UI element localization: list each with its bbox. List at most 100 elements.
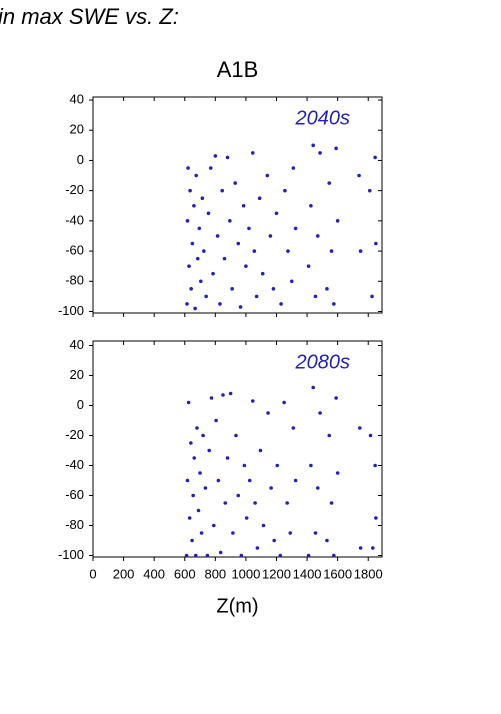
point <box>367 188 372 193</box>
point <box>195 256 200 261</box>
point <box>282 400 286 405</box>
point <box>214 418 218 423</box>
point <box>247 226 251 231</box>
point <box>309 463 313 468</box>
x-tick-label: 1800 <box>354 566 383 581</box>
point <box>325 538 329 543</box>
y-tick-label: -60 <box>65 487 84 502</box>
point <box>236 493 241 498</box>
point <box>185 219 190 223</box>
point <box>293 478 298 483</box>
point <box>230 287 234 291</box>
point <box>242 463 247 468</box>
y-tick-label: 0 <box>77 152 84 167</box>
point <box>311 385 315 390</box>
point <box>335 219 340 223</box>
point <box>334 396 338 400</box>
point <box>311 143 315 148</box>
point <box>250 399 255 403</box>
x-tick-label: 400 <box>143 566 165 581</box>
point <box>221 393 225 397</box>
point <box>211 271 215 276</box>
point <box>289 279 294 284</box>
point <box>192 203 196 208</box>
page-title: in max SWE vs. Z: <box>0 4 179 29</box>
x-axis-label: Z(m) <box>216 595 258 617</box>
point <box>228 391 233 396</box>
point <box>261 523 266 528</box>
point <box>358 249 363 253</box>
point <box>357 173 361 178</box>
point <box>206 211 211 216</box>
point <box>329 249 334 253</box>
point <box>327 433 332 438</box>
point <box>225 456 230 460</box>
point <box>238 305 243 309</box>
x-tick-label: 600 <box>174 566 196 581</box>
point <box>194 173 199 178</box>
point <box>309 203 313 208</box>
point <box>247 478 252 483</box>
point <box>315 486 320 490</box>
y-tick-label: -40 <box>65 457 84 472</box>
y-tick-label: 0 <box>77 397 84 412</box>
point <box>189 441 193 445</box>
point <box>187 264 191 268</box>
y-tick-label: -80 <box>65 273 84 288</box>
point <box>218 302 222 306</box>
point <box>250 151 255 155</box>
y-tick-label: 20 <box>70 122 84 137</box>
point <box>358 426 362 430</box>
panel-title: A1B <box>217 57 259 82</box>
annotation: 2040s <box>295 107 351 129</box>
point <box>241 203 246 208</box>
point <box>199 279 203 284</box>
point <box>327 181 332 185</box>
point <box>213 154 218 158</box>
point <box>260 271 265 276</box>
point <box>200 196 205 201</box>
point <box>193 553 198 558</box>
point <box>278 553 283 558</box>
x-tick-label: 1400 <box>293 566 322 581</box>
point <box>266 411 270 415</box>
point <box>325 287 329 291</box>
point <box>236 241 241 246</box>
point <box>373 155 377 160</box>
x-tick-label: 200 <box>113 566 135 581</box>
point <box>211 523 216 528</box>
point <box>222 256 227 261</box>
point <box>254 294 259 299</box>
point <box>293 226 298 231</box>
point <box>185 302 189 306</box>
point <box>196 508 201 513</box>
point <box>225 155 230 160</box>
point <box>209 396 214 400</box>
y-tick-label: -20 <box>65 427 84 442</box>
point <box>199 531 204 535</box>
point <box>205 553 210 558</box>
point <box>334 146 338 151</box>
point <box>234 433 238 438</box>
point <box>313 294 318 299</box>
x-tick-label: 0 <box>89 566 96 581</box>
point <box>244 264 248 268</box>
point <box>195 426 199 430</box>
point <box>257 196 262 201</box>
point <box>218 550 223 555</box>
point <box>203 486 208 490</box>
point <box>335 471 340 475</box>
point <box>216 478 221 483</box>
point <box>368 433 373 438</box>
point <box>202 249 206 253</box>
point <box>204 294 208 299</box>
point <box>286 249 290 253</box>
point <box>189 287 193 291</box>
y-tick-label: -100 <box>58 547 84 562</box>
point <box>288 531 293 535</box>
point <box>358 546 363 550</box>
point <box>332 553 336 558</box>
point <box>271 287 276 291</box>
x-tick-label: 1000 <box>231 566 260 581</box>
